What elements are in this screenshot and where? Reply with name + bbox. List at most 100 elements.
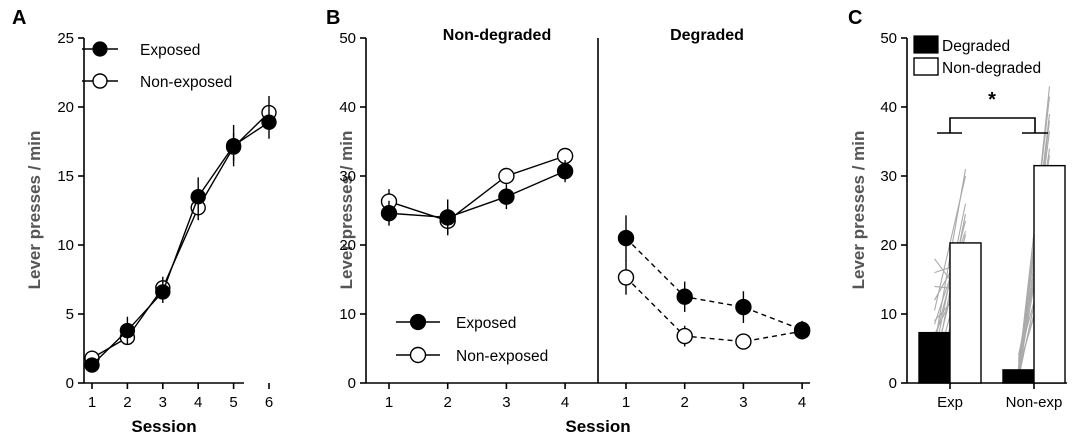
panel-b-letter: B xyxy=(326,7,340,29)
bar-non-degraded xyxy=(949,242,982,384)
panel-b-y-axis-label: Lever presses / min xyxy=(337,131,356,290)
panel-b-data-point-exposed xyxy=(498,188,515,205)
panel-b-data-point-exposed xyxy=(556,162,574,180)
significance-star: * xyxy=(988,89,996,111)
panel-c-y-tick-label: 40 xyxy=(880,99,897,116)
legend-marker-exposed xyxy=(409,313,427,331)
panel-b-data xyxy=(380,147,811,350)
panel-a-legend: Exposed Non-exposed xyxy=(82,41,232,91)
panel-b-x-axis-label: Session xyxy=(565,417,630,436)
panel-b-subtitle-degraded: Degraded xyxy=(670,27,744,44)
legend-marker-exposed xyxy=(92,41,108,57)
panel-b-y-tick-label: 10 xyxy=(339,306,356,323)
panel-a-y-tick-label: 20 xyxy=(57,99,74,116)
panel-a-x-tick-label: 5 xyxy=(229,394,237,411)
panel-b-data-point-exposed xyxy=(735,298,752,316)
legend-label-degraded: Degraded xyxy=(942,38,1010,55)
panel-a-x-tick-label: 1 xyxy=(88,394,96,411)
panel-b-x-tick-label: 4 xyxy=(798,394,806,411)
panel-b-data-point-exposed xyxy=(676,288,693,305)
panel-a-y-tick-label: 10 xyxy=(57,237,74,254)
panel-b-x-tick-label: 1 xyxy=(385,394,393,411)
panel-b-data-point-exposed xyxy=(380,205,398,222)
panel-c-letter: C xyxy=(848,7,862,29)
panel-a-x-tick-label: 4 xyxy=(194,394,202,411)
panel-a-data xyxy=(84,95,277,373)
panel-a-x-tick-label: 3 xyxy=(159,394,167,411)
panel-a: A Lever presses / min Session 0510152025… xyxy=(12,7,277,436)
legend-marker-non-exposed xyxy=(409,346,427,364)
panel-b-data-point-exposed xyxy=(439,209,456,226)
panel-b-legend: Exposed Non-exposed xyxy=(396,313,548,365)
panel-b-y-tick-label: 40 xyxy=(339,99,356,116)
bar-degraded xyxy=(1002,369,1035,384)
panel-a-letter: A xyxy=(12,7,26,29)
panel-c-axes: 0 10 20 30 40 50 Exp Non-exp xyxy=(880,30,1067,411)
panel-c-legend: Degraded Non-degraded xyxy=(913,35,1041,77)
panel-b-data-point-exposed xyxy=(617,229,635,247)
legend-label-non-exposed: Non-exposed xyxy=(456,348,548,365)
panel-a-data-point-exposed xyxy=(119,322,136,339)
panel-b-y-tick-label: 20 xyxy=(339,237,356,254)
panel-b-x-tick-label: 3 xyxy=(739,394,747,411)
panel-a-y-tick-label: 25 xyxy=(57,30,74,47)
panel-b-series-line-exposed xyxy=(388,170,566,219)
panel-b-x-tick-label: 2 xyxy=(444,394,452,411)
legend-swatch-degraded xyxy=(913,35,939,54)
bar-non-degraded xyxy=(1033,164,1066,384)
bar-degraded xyxy=(918,331,951,384)
panel-b-subtitle-non-degraded: Non-degraded xyxy=(443,27,551,44)
panel-a-x-axis-label: Session xyxy=(131,417,196,436)
panel-a-x-tick-label: 2 xyxy=(123,394,131,411)
panel-a-data-point-exposed xyxy=(225,137,242,154)
legend-label-non-degraded: Non-degraded xyxy=(942,60,1041,77)
panel-b-data-point-non-exposed xyxy=(735,333,752,350)
panel-b-data-point-exposed xyxy=(793,321,811,339)
panel-c-significance: * xyxy=(937,89,1048,134)
legend-swatch-non-degraded xyxy=(913,57,939,76)
panel-b-y-tick-label: 30 xyxy=(339,168,356,185)
panel-b-data-point-non-exposed xyxy=(676,327,693,345)
panel-b-series-line-non-exposed xyxy=(625,276,803,343)
panel-b-y-tick-label: 50 xyxy=(339,30,356,47)
significance-bracket xyxy=(937,117,1048,134)
panel-c-x-tick-label: Non-exp xyxy=(1006,394,1063,411)
panel-c-bars xyxy=(918,164,1066,384)
panel-c-y-axis-label: Lever presses / min xyxy=(849,131,868,290)
panel-a-data-point-exposed xyxy=(261,114,277,130)
panel-c: C Lever presses / min 0 10 20 30 40 50 Exp Non-… xyxy=(848,7,1067,411)
panel-b-axes: 0 10 20 30 40 50 1 2 3 4 1 2 3 4 xyxy=(339,30,810,411)
panel-a-data-point-exposed xyxy=(155,284,171,300)
panel-b-series-line-exposed xyxy=(625,237,803,331)
legend-label-exposed: Exposed xyxy=(456,315,516,332)
panel-b: B Lever presses / min Session Non-degrad… xyxy=(326,7,811,436)
legend-marker-non-exposed xyxy=(92,73,108,89)
panel-c-y-tick-label: 0 xyxy=(889,375,897,392)
panel-c-y-tick-label: 20 xyxy=(880,237,897,254)
panel-a-series-line-non-exposed xyxy=(91,112,270,359)
panel-c-x-tick-label: Exp xyxy=(937,394,963,411)
panel-c-y-tick-label: 10 xyxy=(880,306,897,323)
panel-a-y-axis-label: Lever presses / min xyxy=(25,131,44,290)
panel-b-series-line-non-exposed xyxy=(388,155,566,222)
panel-b-data-point-non-exposed xyxy=(617,269,635,286)
legend-label-non-exposed: Non-exposed xyxy=(140,74,232,91)
panel-b-x-tick-label: 4 xyxy=(561,394,569,411)
panel-a-data-point-exposed xyxy=(190,188,206,205)
panel-b-data-point-non-exposed xyxy=(498,167,515,185)
panel-b-y-tick-label: 0 xyxy=(348,375,356,392)
panel-a-axes: 0 5 10 15 20 25 1 2 3 4 5 6 xyxy=(57,30,273,411)
panel-c-y-tick-label: 30 xyxy=(880,168,897,185)
panel-c-y-tick-label: 50 xyxy=(880,30,897,47)
panel-a-x-tick-label: 6 xyxy=(265,394,273,411)
panel-a-y-tick-label: 15 xyxy=(57,168,74,185)
panel-b-x-tick-label: 1 xyxy=(622,394,630,411)
panel-b-x-tick-label: 2 xyxy=(681,394,689,411)
panel-b-x-tick-label: 3 xyxy=(502,394,510,411)
panel-a-y-tick-label: 0 xyxy=(66,375,74,392)
panel-a-y-tick-label: 5 xyxy=(66,306,74,323)
panel-a-series-line-exposed xyxy=(91,121,270,366)
legend-label-exposed: Exposed xyxy=(140,42,200,59)
panel-a-data-point-exposed xyxy=(84,357,100,373)
